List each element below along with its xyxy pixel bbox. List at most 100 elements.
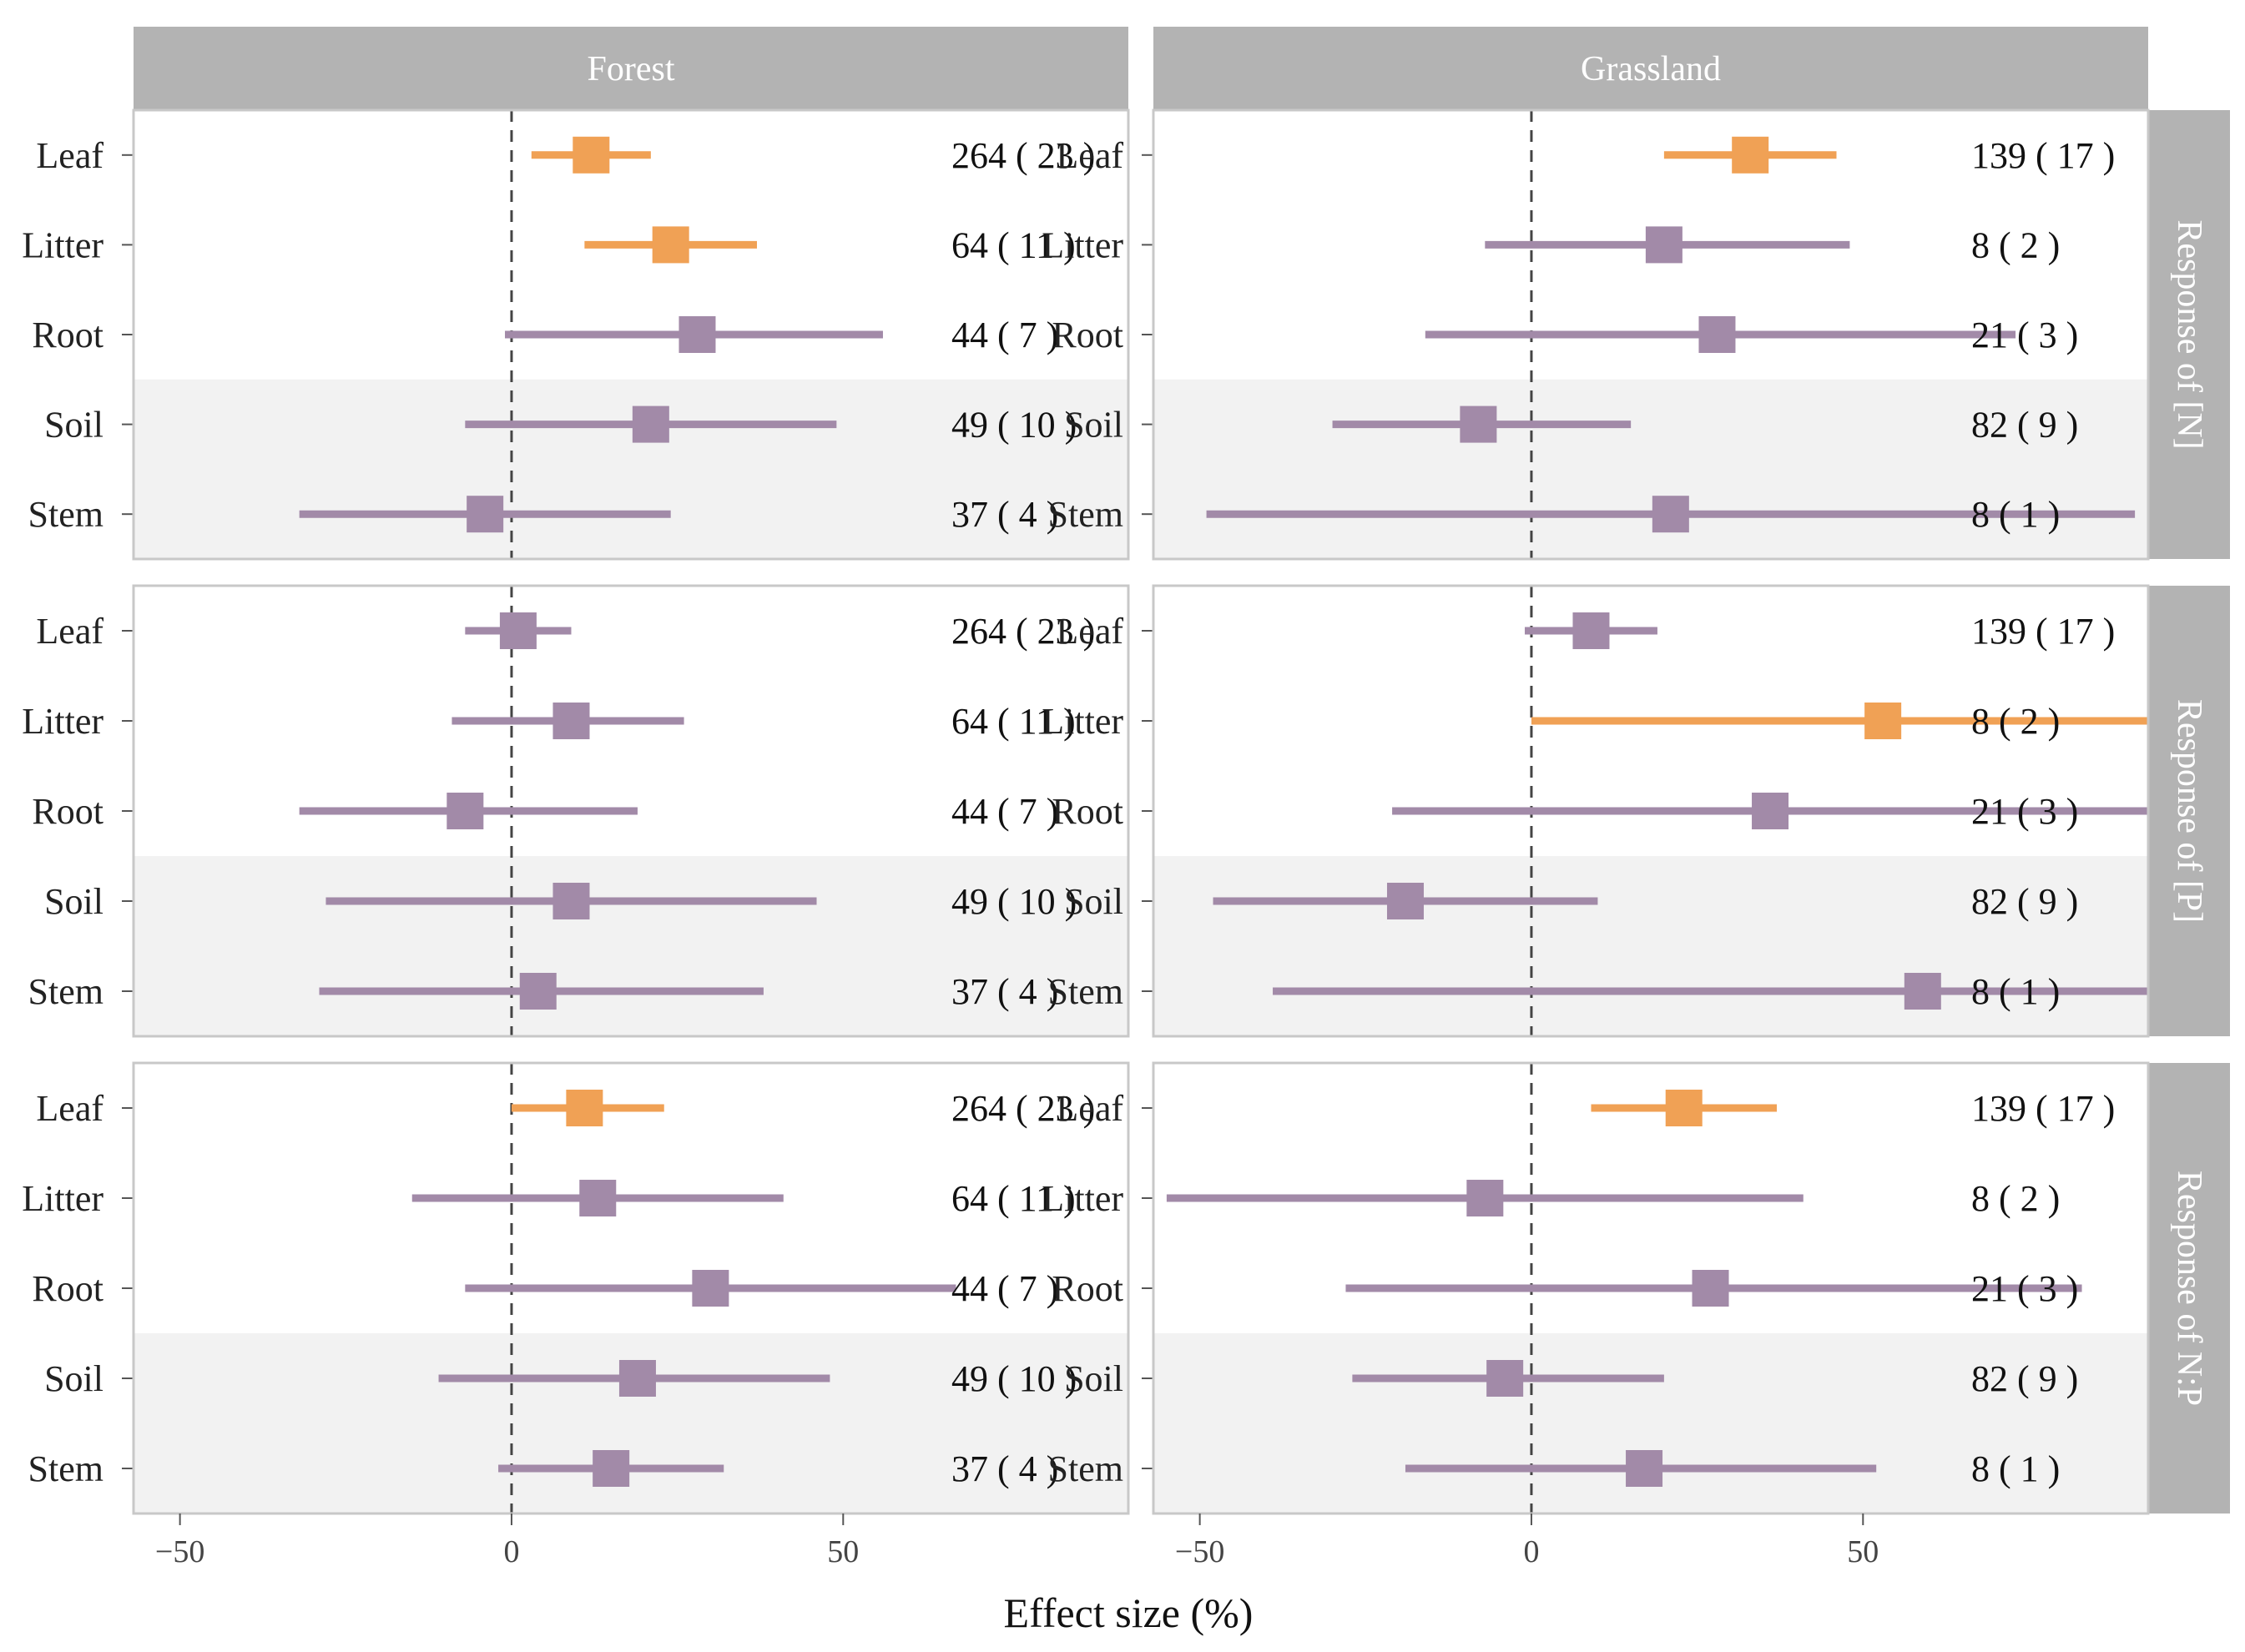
category-label-response-of-n-p-grassland-root: Root xyxy=(1052,1268,1123,1309)
n-label-response-of-n-grassland-soil: 82 ( 9 ) xyxy=(1971,405,2078,446)
category-label-response-of-n-p-grassland-litter: Litter xyxy=(1042,1178,1123,1219)
estimate-marker-response-of-p-grassland-root xyxy=(1752,793,1789,829)
estimate-marker-response-of-n-grassland-soil xyxy=(1460,405,1497,443)
category-label-response-of-n-p-grassland-leaf: Leaf xyxy=(1056,1088,1123,1129)
category-label-response-of-n-grassland-stem: Stem xyxy=(1048,494,1123,535)
category-label-response-of-n-p-forest-root: Root xyxy=(32,1268,103,1309)
estimate-marker-response-of-n-forest-soil xyxy=(632,405,669,443)
x-axis-title: Effect size (%) xyxy=(1004,1589,1254,1636)
estimate-marker-response-of-n-p-grassland-litter xyxy=(1466,1180,1504,1216)
category-label-response-of-n-forest-litter: Litter xyxy=(22,224,103,265)
category-label-response-of-n-grassland-root: Root xyxy=(1052,315,1123,355)
n-label-response-of-n-forest-leaf: 264 ( 23 ) xyxy=(951,135,1095,176)
n-label-response-of-p-forest-leaf: 264 ( 23 ) xyxy=(951,611,1095,652)
category-label-response-of-n-forest-root: Root xyxy=(32,315,103,355)
row-strip-response-of-n xyxy=(2148,110,2230,559)
category-label-response-of-p-grassland-root: Root xyxy=(1052,791,1123,832)
estimate-marker-response-of-n-p-grassland-stem xyxy=(1626,1450,1663,1487)
n-label-response-of-n-grassland-stem: 8 ( 1 ) xyxy=(1971,494,2060,535)
category-label-response-of-n-p-forest-stem: Stem xyxy=(28,1448,103,1489)
n-label-response-of-p-grassland-leaf: 139 ( 17 ) xyxy=(1971,611,2115,652)
n-label-response-of-n-p-forest-root: 44 ( 7 ) xyxy=(951,1268,1058,1309)
category-label-response-of-p-forest-leaf: Leaf xyxy=(36,611,103,652)
category-label-response-of-n-grassland-leaf: Leaf xyxy=(1056,135,1123,176)
text-labels: Forest Grassland Response of [N] Response o… xyxy=(22,50,2208,1569)
category-label-response-of-p-grassland-stem: Stem xyxy=(1048,971,1123,1012)
category-label-response-of-n-grassland-soil: Soil xyxy=(1064,405,1123,446)
estimate-marker-response-of-n-p-forest-root xyxy=(692,1270,729,1307)
n-label-response-of-p-grassland-litter: 8 ( 2 ) xyxy=(1971,701,2060,742)
column-strip-label-grassland: Grassland xyxy=(1581,50,1721,88)
row-strip-label-response-of-p: Response of [P] xyxy=(2170,699,2208,923)
n-label-response-of-p-grassland-stem: 8 ( 1 ) xyxy=(1971,971,2060,1012)
category-label-response-of-p-grassland-soil: Soil xyxy=(1064,881,1123,922)
category-label-response-of-n-grassland-litter: Litter xyxy=(1042,224,1123,265)
x-tick-label-forest-50: 50 xyxy=(827,1534,859,1569)
category-label-response-of-p-forest-soil: Soil xyxy=(44,881,103,922)
category-label-response-of-p-forest-root: Root xyxy=(32,791,103,832)
estimate-marker-response-of-n-grassland-leaf xyxy=(1732,136,1769,174)
n-label-response-of-n-forest-litter: 64 ( 11 ) xyxy=(951,224,1076,265)
shade-band-response-of-n-grassland xyxy=(1153,379,2148,559)
column-strip-forest xyxy=(134,27,1128,110)
n-label-response-of-p-forest-soil: 49 ( 10 ) xyxy=(951,881,1077,922)
estimate-marker-response-of-p-grassland-stem xyxy=(1904,973,1941,1010)
x-tick-label-grassland-0: 0 xyxy=(1523,1534,1539,1569)
estimate-marker-response-of-n-p-forest-stem xyxy=(593,1450,630,1487)
x-tick-label-grassland-50: 50 xyxy=(1847,1534,1879,1569)
estimate-marker-response-of-n-p-forest-leaf xyxy=(566,1090,603,1126)
estimate-marker-response-of-n-forest-litter xyxy=(652,226,689,264)
panel-border-response-of-p-forest xyxy=(132,584,1130,1038)
estimate-marker-response-of-n-grassland-root xyxy=(1698,316,1736,353)
estimate-marker-response-of-p-forest-litter xyxy=(552,703,590,739)
column-strip-grassland xyxy=(1153,27,2148,110)
category-label-response-of-p-grassland-leaf: Leaf xyxy=(1056,611,1123,652)
n-label-response-of-n-p-forest-leaf: 264 ( 23 ) xyxy=(951,1088,1095,1129)
category-label-response-of-n-forest-stem: Stem xyxy=(28,494,103,535)
n-label-response-of-n-p-forest-litter: 64 ( 11 ) xyxy=(951,1178,1076,1219)
estimate-marker-response-of-p-forest-leaf xyxy=(499,612,537,649)
shade-band-response-of-n-forest xyxy=(134,379,1128,559)
x-tick-label-forest-0: 0 xyxy=(503,1534,519,1569)
n-label-response-of-n-forest-root: 44 ( 7 ) xyxy=(951,315,1058,355)
n-label-response-of-p-forest-litter: 64 ( 11 ) xyxy=(951,701,1076,742)
x-tick-label-grassland-minus50: −50 xyxy=(1175,1534,1224,1569)
row-strip-response-of-p xyxy=(2148,586,2230,1036)
estimate-marker-response-of-n-p-forest-soil xyxy=(618,1360,656,1397)
category-label-response-of-n-p-forest-leaf: Leaf xyxy=(36,1088,103,1129)
n-label-response-of-n-p-grassland-soil: 82 ( 9 ) xyxy=(1971,1358,2078,1399)
column-strip-label-forest: Forest xyxy=(588,50,675,88)
estimate-marker-response-of-n-forest-leaf xyxy=(573,136,610,174)
estimate-marker-response-of-n-p-grassland-leaf xyxy=(1665,1090,1703,1126)
estimate-marker-response-of-p-forest-stem xyxy=(519,973,557,1010)
n-label-response-of-n-grassland-leaf: 139 ( 17 ) xyxy=(1971,135,2115,176)
estimate-marker-response-of-p-grassland-litter xyxy=(1864,703,1902,739)
panel-backgrounds xyxy=(134,27,2230,1513)
n-label-response-of-n-p-grassland-litter: 8 ( 2 ) xyxy=(1971,1178,2060,1219)
n-label-response-of-n-p-forest-soil: 49 ( 10 ) xyxy=(951,1358,1077,1399)
row-strip-response-of-n-p xyxy=(2148,1063,2230,1513)
n-label-response-of-n-forest-soil: 49 ( 10 ) xyxy=(951,405,1077,446)
x-tick-label-forest-minus50: −50 xyxy=(155,1534,204,1569)
estimate-marker-response-of-n-p-grassland-root xyxy=(1692,1270,1729,1307)
estimate-marker-response-of-n-forest-stem xyxy=(467,496,504,533)
category-label-response-of-n-p-grassland-stem: Stem xyxy=(1048,1448,1123,1489)
category-label-response-of-n-forest-leaf: Leaf xyxy=(36,135,103,176)
n-label-response-of-n-p-grassland-root: 21 ( 3 ) xyxy=(1971,1268,2078,1309)
category-label-response-of-p-grassland-litter: Litter xyxy=(1042,701,1123,742)
n-label-response-of-n-p-grassland-leaf: 139 ( 17 ) xyxy=(1971,1088,2115,1129)
panel-border-response-of-n-p-grassland xyxy=(1152,1061,2150,1515)
estimate-marker-response-of-p-forest-soil xyxy=(552,883,590,919)
estimate-marker-response-of-n-forest-root xyxy=(679,316,716,353)
n-label-response-of-n-grassland-litter: 8 ( 2 ) xyxy=(1971,224,2060,265)
shade-band-response-of-p-forest xyxy=(134,856,1128,1036)
row-strip-label-response-of-n-p: Response of N:P xyxy=(2170,1171,2208,1406)
estimate-marker-response-of-p-grassland-soil xyxy=(1386,883,1424,919)
n-label-response-of-p-forest-stem: 37 ( 4 ) xyxy=(951,971,1058,1012)
estimate-marker-response-of-p-forest-root xyxy=(446,793,484,829)
panel-border-response-of-n-grassland xyxy=(1152,108,2150,561)
panel-border-response-of-n-p-forest xyxy=(132,1061,1130,1515)
panel-border-response-of-p-grassland xyxy=(1152,584,2150,1038)
estimate-marker-response-of-p-grassland-leaf xyxy=(1572,612,1610,649)
